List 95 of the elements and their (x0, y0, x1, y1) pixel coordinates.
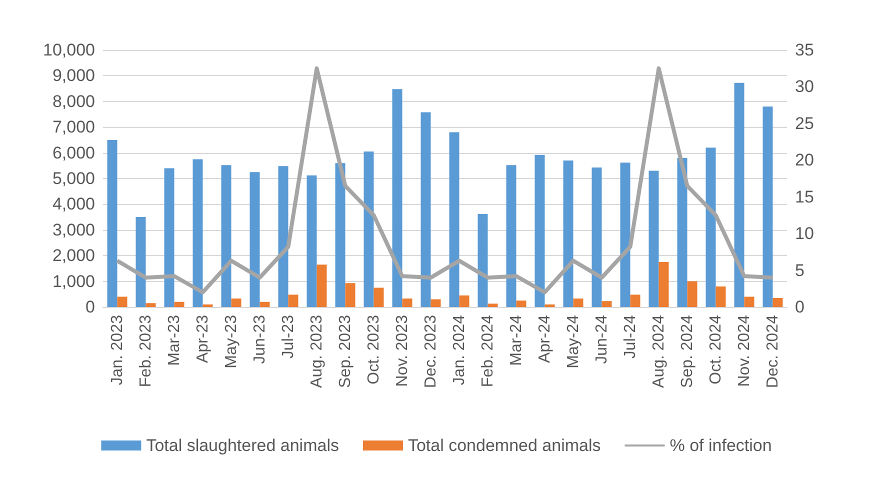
bar (544, 304, 555, 307)
legend-label: % of infection (670, 436, 772, 455)
bar (630, 294, 640, 307)
bar (478, 214, 488, 307)
bar (164, 168, 174, 307)
bar (250, 172, 260, 307)
bar (221, 165, 232, 307)
y-tick-label: 4,000 (52, 194, 95, 214)
y-tick-label: 5,000 (52, 169, 95, 188)
bar (772, 298, 783, 307)
bar (335, 163, 346, 307)
x-tick-label: Oct. 2023 (365, 314, 382, 384)
y-tick-label: 6,000 (52, 143, 95, 162)
bar (117, 296, 128, 307)
y2-tick-label: 35 (795, 40, 814, 60)
bar (706, 148, 716, 307)
bar (136, 217, 146, 307)
legend-label: Total slaughtered animals (146, 436, 339, 455)
bar (278, 166, 288, 307)
y2-tick-label: 0 (795, 298, 804, 316)
bar (687, 281, 698, 307)
x-tick-label: Feb. 2024 (479, 314, 496, 388)
x-tick-label: May-24 (564, 314, 582, 368)
bar (459, 295, 470, 307)
bar (345, 283, 356, 307)
x-tick-label: Oct. 2024 (707, 314, 724, 384)
bar (192, 159, 203, 307)
x-tick-label: Dec. 2023 (422, 314, 440, 388)
x-tick-label: Aug. 2024 (650, 314, 668, 388)
bar (392, 89, 402, 307)
bar (202, 304, 213, 307)
x-tick-label: Jul-24 (622, 314, 639, 359)
y2-tick-label: 5 (795, 260, 804, 280)
x-tick-label: Jun-24 (593, 314, 610, 364)
bar (648, 170, 659, 307)
x-tick-label: Jun-23 (251, 314, 268, 364)
bar (734, 82, 744, 307)
legend-label: Total condemned animals (408, 436, 601, 455)
bar (516, 300, 526, 307)
bar (573, 298, 584, 307)
bar (488, 304, 498, 307)
bar (762, 106, 773, 307)
x-tick-label: Jan. 2023 (108, 314, 126, 386)
line-series (115, 66, 775, 294)
bar (107, 140, 118, 307)
bar (658, 262, 669, 307)
y2-tick-label: 15 (795, 187, 814, 206)
bar (402, 298, 412, 307)
x-tick-label: Jan. 2024 (450, 314, 468, 386)
x-tick-label: Sep. 2023 (336, 314, 354, 388)
y-tick-label: 1,000 (52, 272, 95, 291)
bar (174, 302, 184, 307)
y-tick-label: 10,000 (43, 40, 95, 60)
bar (364, 152, 374, 307)
bar (146, 303, 156, 307)
bar (592, 167, 602, 307)
y-tick-label: 8,000 (52, 92, 95, 111)
bar (534, 154, 545, 307)
bar (420, 112, 431, 307)
x-tick-label: May-23 (222, 314, 240, 368)
bar (449, 132, 460, 307)
bar (430, 299, 441, 307)
y-tick-label: 0 (86, 298, 95, 316)
bar (602, 301, 612, 307)
y-tick-label: 2,000 (52, 246, 95, 266)
x-tick-label: Apr-23 (194, 314, 212, 364)
x-tick-label: Sep. 2024 (678, 314, 696, 388)
x-tick-label: Mar-24 (508, 314, 525, 366)
y2-tick-label: 10 (795, 224, 814, 244)
bar (288, 294, 298, 307)
bar (506, 165, 516, 307)
bar (677, 158, 688, 307)
y-tick-label: 3,000 (52, 220, 95, 240)
x-tick-label: Nov. 2024 (736, 314, 753, 387)
y2-tick-label: 25 (795, 114, 814, 133)
bar (231, 298, 242, 307)
y2-tick-label: 20 (795, 150, 814, 170)
bar (316, 264, 327, 307)
bar (374, 288, 384, 307)
x-tick-label: Nov. 2023 (394, 314, 411, 387)
x-tick-label: Apr-24 (536, 314, 554, 364)
bar (716, 286, 726, 307)
x-tick-label: Dec. 2024 (764, 314, 782, 388)
x-tick-label: Mar-23 (166, 314, 183, 366)
y-tick-label: 9,000 (52, 66, 95, 86)
y2-tick-label: 30 (795, 77, 814, 96)
bar (260, 302, 270, 307)
x-tick-label: Jul-23 (280, 314, 297, 359)
bar (563, 160, 574, 307)
bar (620, 162, 630, 307)
bar (306, 175, 317, 307)
x-tick-label: Aug. 2023 (308, 314, 326, 388)
x-tick-label: Feb. 2023 (137, 314, 154, 388)
y-tick-label: 7,000 (52, 118, 95, 137)
bar (744, 296, 754, 307)
